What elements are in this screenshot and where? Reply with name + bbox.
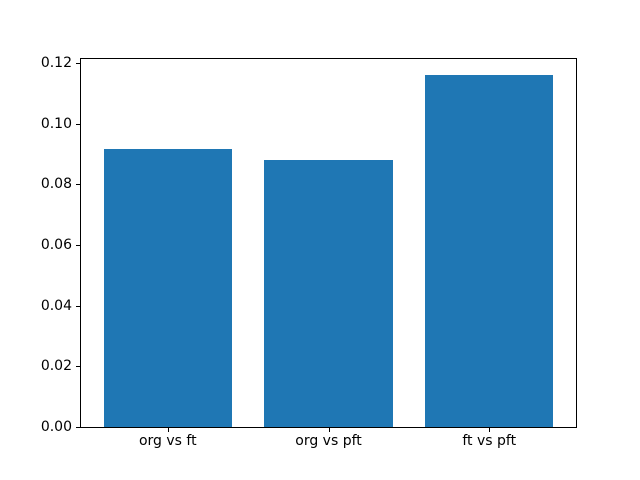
y-tick-mark (76, 124, 80, 125)
y-tick-label: 0.12 (40, 54, 72, 71)
y-tick-mark (76, 366, 80, 367)
y-tick-label: 0.08 (40, 176, 72, 193)
y-tick-label: 0.02 (40, 358, 72, 375)
plot-area (80, 58, 577, 428)
y-tick-mark (76, 63, 80, 64)
y-tick-label: 0.00 (40, 419, 72, 435)
y-tick-label: 0.10 (40, 115, 72, 132)
bar-org-vs-ft (103, 149, 233, 427)
x-tick-mark (167, 428, 169, 432)
y-tick-mark (76, 427, 80, 428)
y-tick-mark (76, 245, 80, 246)
x-tick-mark (489, 428, 491, 432)
x-tick-mark (328, 428, 330, 432)
x-tick-label: ft vs pft (462, 433, 517, 449)
y-tick-mark (76, 306, 80, 307)
y-tick-label: 0.06 (40, 236, 72, 253)
x-tick-label: org vs ft (138, 433, 197, 449)
bar-ft-vs-pft (424, 75, 554, 427)
y-tick-mark (76, 184, 80, 185)
bar-org-vs-pft (264, 160, 393, 427)
x-tick-label: org vs pft (295, 433, 362, 449)
y-tick-label: 0.04 (40, 297, 72, 314)
